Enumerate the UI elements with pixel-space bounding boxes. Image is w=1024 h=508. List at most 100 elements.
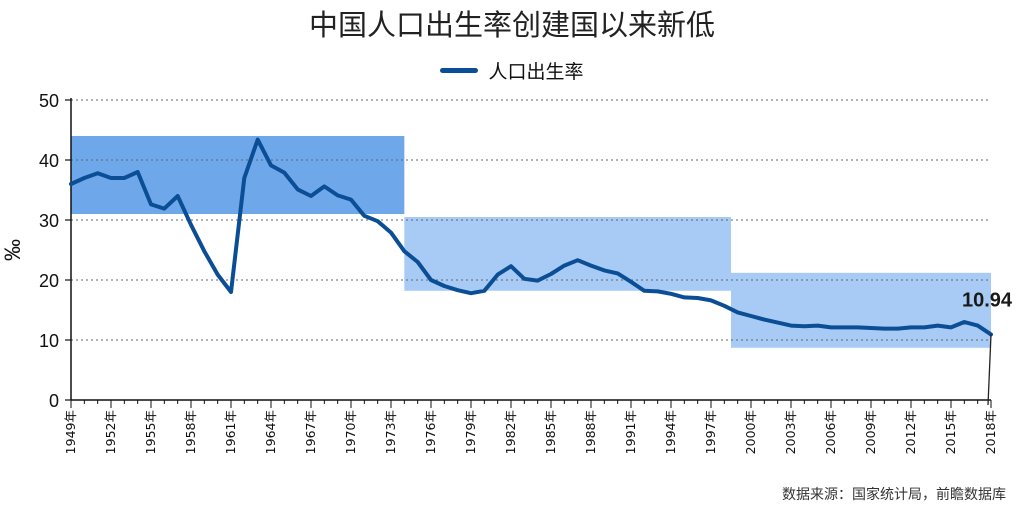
y-tick-label-10: 10	[39, 331, 59, 351]
data-point-1970	[349, 198, 353, 202]
data-point-1977	[442, 284, 446, 288]
end-value-callout: 10.94	[962, 289, 1013, 406]
data-point-1985	[549, 272, 553, 276]
data-point-1974	[402, 249, 406, 253]
x-tick-labels: 1949年 1952年 1955年 1958年 1961年 1964年 1967年 1970年…	[63, 410, 998, 454]
data-point-1975	[416, 260, 420, 264]
x-tick-label-1982: 1982年	[503, 410, 518, 454]
data-point-1976	[429, 278, 433, 282]
data-point-2011	[896, 327, 900, 330]
data-point-1966	[296, 188, 300, 191]
data-point-1989	[602, 269, 606, 272]
data-point-1972	[376, 219, 380, 223]
data-point-1987	[576, 258, 580, 262]
data-point-1993	[656, 290, 660, 293]
data-point-2016	[962, 320, 966, 324]
data-point-1995	[682, 296, 686, 299]
x-tick-label-2012: 2012年	[903, 410, 918, 454]
data-points	[69, 138, 993, 336]
data-point-2002	[776, 321, 780, 324]
data-point-1962	[242, 176, 246, 180]
data-point-1978	[456, 288, 460, 292]
y-tick-label-50: 50	[39, 91, 59, 111]
x-tick-label-1955: 1955年	[143, 410, 158, 454]
x-tick-label-1967: 1967年	[303, 410, 318, 454]
data-point-2007	[842, 326, 846, 329]
data-point-2005	[816, 324, 820, 327]
callout-leader-line	[987, 334, 992, 406]
legend: 人口出生率	[0, 57, 1024, 84]
x-tick-label-1949: 1949年	[63, 410, 78, 454]
x-tick-label-2006: 2006年	[823, 410, 838, 454]
x-tick-label-1952: 1952年	[103, 410, 118, 454]
data-point-2001	[762, 318, 766, 321]
y-tick-label-0: 0	[49, 391, 59, 411]
data-point-1959	[202, 249, 206, 253]
data-point-2017	[976, 324, 980, 327]
data-point-1984	[536, 279, 540, 282]
x-tick-label-2003: 2003年	[783, 410, 798, 454]
legend-line-swatch	[440, 68, 479, 73]
x-tick-label-1973: 1973年	[383, 410, 398, 454]
data-point-1998	[722, 304, 726, 308]
source-note: 数据来源：国家统计局，前瞻数据库	[782, 487, 1006, 503]
x-tick-label-2009: 2009年	[863, 410, 878, 454]
data-point-1999	[736, 311, 740, 314]
data-point-1949	[69, 182, 73, 186]
callout-value-label: 10.94	[962, 289, 1013, 311]
x-tick-label-1991: 1991年	[623, 410, 638, 454]
data-point-1992	[642, 289, 646, 293]
data-point-1953	[122, 176, 126, 180]
data-point-2015	[949, 326, 953, 329]
data-point-1980	[482, 289, 486, 293]
data-point-2003	[789, 324, 793, 327]
data-point-2010	[882, 327, 886, 330]
data-point-2006	[829, 326, 833, 329]
x-tick-label-2018: 2018年	[983, 410, 998, 454]
x-tick-label-1970: 1970年	[343, 410, 358, 454]
x-tick-label-1994: 1994年	[663, 410, 678, 454]
data-point-1991	[629, 280, 633, 284]
x-tick-label-1985: 1985年	[543, 410, 558, 454]
data-point-1956	[162, 207, 166, 211]
data-point-1982	[509, 264, 513, 268]
data-point-2013	[922, 326, 926, 329]
x-tick-label-1997: 1997年	[703, 410, 718, 454]
data-point-1994	[669, 292, 673, 296]
data-point-2009	[869, 326, 873, 330]
data-point-1996	[696, 296, 700, 300]
y-tick-label-30: 30	[39, 211, 59, 231]
data-point-1973	[389, 231, 393, 235]
data-point-1971	[362, 214, 366, 218]
data-point-2012	[909, 326, 913, 329]
x-tick-label-1979: 1979年	[463, 410, 478, 454]
x-tick-label-1976: 1976年	[423, 410, 438, 454]
data-point-1960	[216, 273, 220, 276]
data-point-1983	[522, 277, 526, 281]
shaded-band-3	[731, 272, 991, 348]
data-point-2004	[802, 324, 806, 328]
series-line-1	[69, 137, 993, 337]
data-point-1951	[96, 171, 100, 175]
x-tick-label-1961: 1961年	[223, 410, 238, 454]
y-tick-label-40: 40	[39, 151, 59, 171]
x-tick-label-1958: 1958年	[183, 410, 198, 454]
data-point-1958	[189, 223, 193, 227]
x-tick-label-2015: 2015年	[943, 410, 958, 454]
data-point-1988	[589, 264, 593, 267]
y-tick-label-20: 20	[39, 271, 59, 291]
y-axis-label: ‰	[0, 239, 25, 261]
data-point-1979	[469, 291, 473, 295]
data-point-1981	[496, 273, 500, 276]
data-point-1955	[149, 203, 153, 206]
x-tick-label-2000: 2000年	[743, 410, 758, 454]
data-point-1990	[616, 272, 620, 275]
data-point-1963	[256, 138, 260, 142]
shaded-band-2	[404, 217, 731, 291]
data-point-1965	[282, 171, 286, 175]
shaded-bands	[71, 136, 991, 348]
data-point-1964	[269, 164, 273, 167]
data-point-1961	[229, 290, 233, 294]
data-point-1954	[136, 170, 140, 174]
